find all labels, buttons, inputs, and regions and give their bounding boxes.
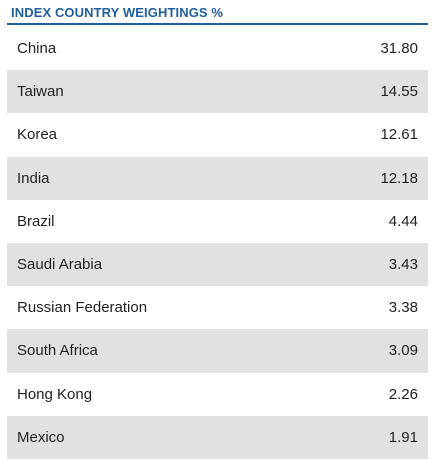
weighting-value: 3.38 [388,299,418,317]
weighting-value: 1.91 [388,428,418,446]
table-row: Brazil 4.44 [7,200,428,243]
table-row: Mexico 1.91 [7,415,428,459]
table-row: Hong Kong 2.26 [7,373,428,416]
country-name: Taiwan [17,83,64,101]
country-name: Hong Kong [17,385,93,403]
table-row: India 12.18 [7,156,428,200]
weighting-value: 12.18 [380,169,418,187]
table-title: INDEX COUNTRY WEIGHTINGS % [11,5,224,20]
table-row: Saudi Arabia 3.43 [7,242,428,287]
country-name: Brazil [17,212,55,230]
weighting-value: 4.44 [388,212,418,230]
country-name: South Africa [17,342,98,360]
country-name: Mexico [17,428,65,446]
table-row: Taiwan 14.55 [7,70,428,114]
weighting-value: 31.80 [380,40,418,58]
weighting-value: 12.61 [380,126,418,144]
table-row: China 31.80 [7,27,428,70]
country-name: India [17,169,50,187]
weightings-table: China 31.80 Taiwan 14.55 Korea 12.61 Ind… [7,27,428,459]
country-name: China [17,40,57,58]
weighting-value: 14.55 [380,83,418,101]
country-name: Korea [17,126,58,144]
table-row: South Africa 3.09 [7,329,428,373]
weighting-value: 3.43 [388,256,418,274]
country-name: Russian Federation [17,299,148,317]
table-row: Korea 12.61 [7,113,428,156]
title-underline [7,23,428,25]
country-name: Saudi Arabia [17,256,103,274]
weighting-value: 2.26 [388,385,418,403]
weighting-value: 3.09 [388,342,418,360]
table-row: Russian Federation 3.38 [7,286,428,329]
